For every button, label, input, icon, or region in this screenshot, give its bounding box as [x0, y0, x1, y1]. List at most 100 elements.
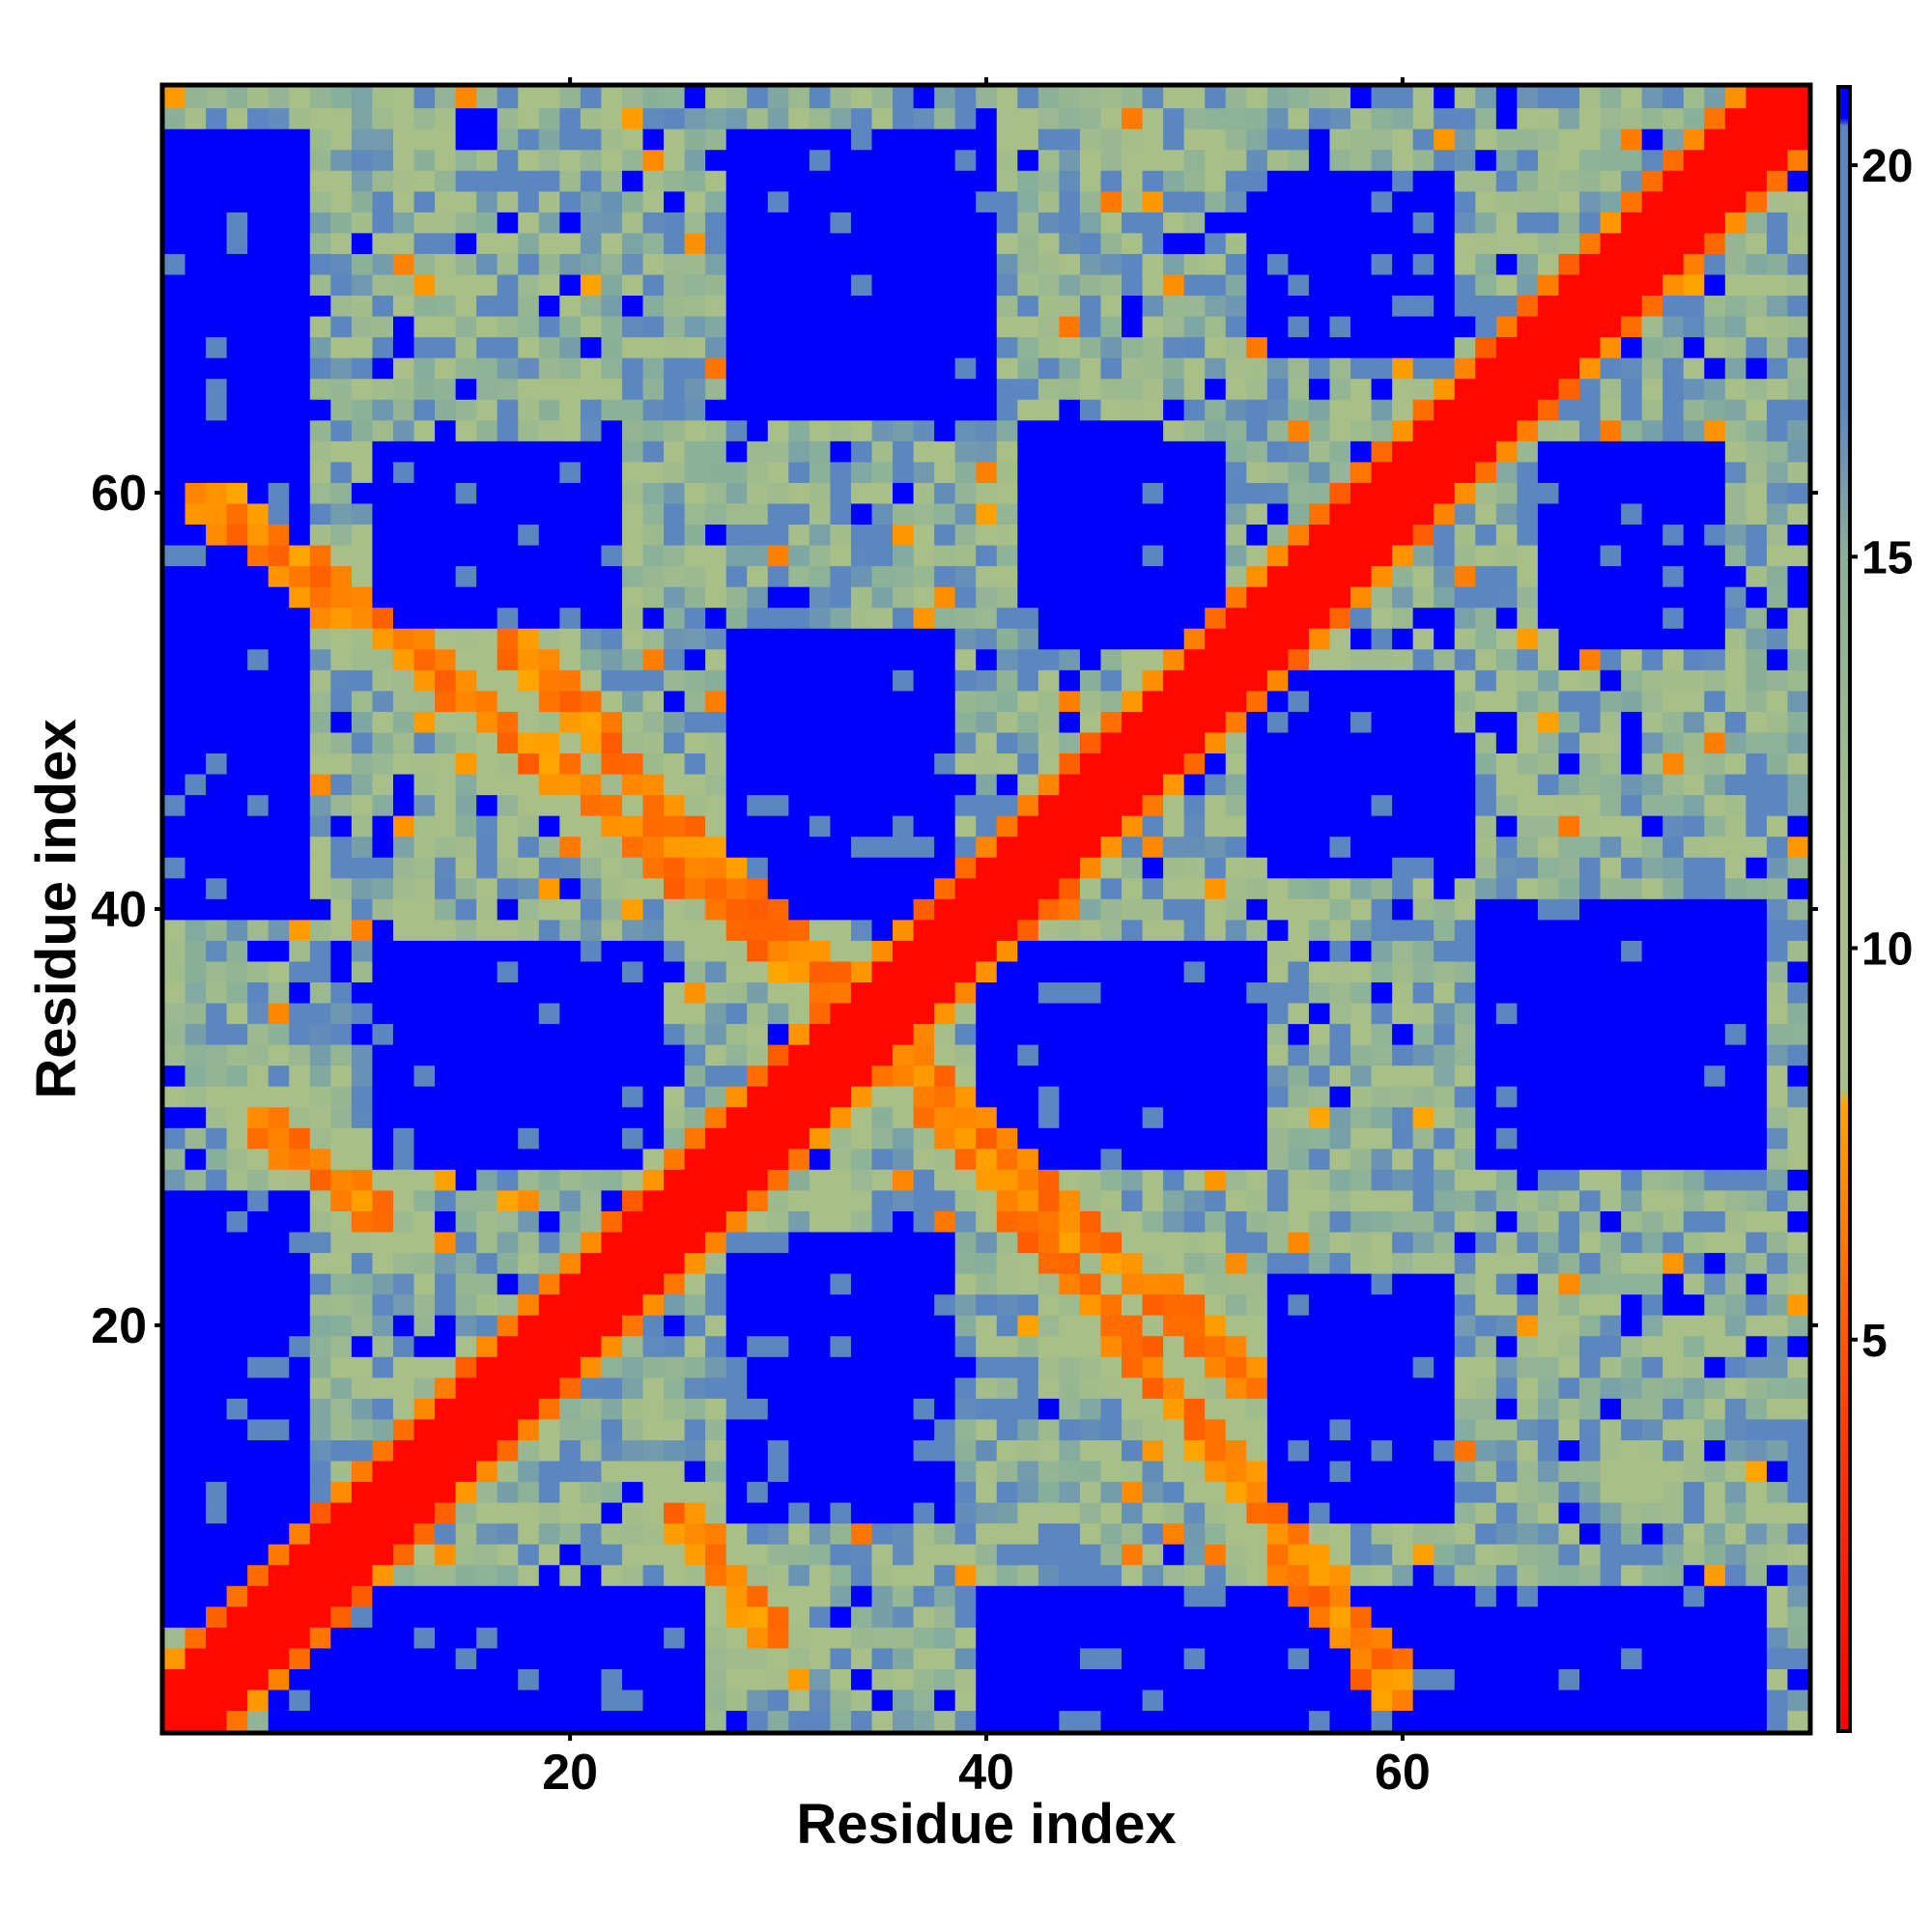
heatmap-cell — [1079, 898, 1102, 921]
heatmap-cell — [1225, 1356, 1247, 1378]
heatmap-cell — [830, 1252, 852, 1274]
heatmap-cell — [309, 1647, 331, 1669]
heatmap-cell — [1122, 544, 1144, 567]
heatmap-cell — [455, 1086, 477, 1108]
heatmap-cell — [435, 1210, 457, 1233]
heatmap-cell — [1246, 399, 1268, 421]
heatmap-cell — [1308, 940, 1331, 962]
heatmap-cell — [1100, 419, 1122, 441]
heatmap-cell — [1205, 170, 1227, 192]
heatmap-cell — [767, 1086, 789, 1108]
heatmap-cell — [497, 1065, 519, 1087]
heatmap-cell — [1163, 232, 1185, 254]
heatmap-cell — [1350, 919, 1373, 941]
heatmap-cell — [206, 1439, 228, 1462]
heatmap-cell — [642, 461, 665, 483]
heatmap-cell — [1392, 1210, 1414, 1233]
heatmap-cell — [830, 336, 852, 358]
heatmap-cell — [809, 648, 832, 670]
heatmap-cell — [185, 1044, 207, 1066]
heatmap-cell — [1183, 378, 1206, 400]
heatmap-cell — [497, 1231, 519, 1254]
heatmap-cell — [351, 1231, 374, 1254]
heatmap-cell — [1454, 669, 1476, 692]
heatmap-cell — [1122, 128, 1144, 151]
heatmap-cell — [1079, 461, 1102, 483]
heatmap-cell — [372, 1460, 394, 1483]
heatmap-cell — [1308, 170, 1331, 192]
heatmap-cell — [601, 1356, 623, 1378]
heatmap-cell — [206, 378, 228, 400]
heatmap-cell — [289, 628, 311, 650]
heatmap-cell — [1454, 128, 1476, 151]
heatmap-cell — [497, 128, 519, 151]
heatmap-cell — [1329, 1127, 1351, 1150]
heatmap-cell — [1142, 1189, 1164, 1211]
heatmap-cell — [725, 1127, 748, 1150]
heatmap-cell — [164, 1044, 186, 1066]
heatmap-cell — [435, 731, 457, 754]
heatmap-cell — [1205, 315, 1227, 338]
heatmap-cell — [934, 107, 956, 129]
heatmap-cell — [268, 586, 290, 609]
heatmap-cell — [1350, 607, 1373, 629]
heatmap-cell — [601, 960, 623, 982]
heatmap-cell — [1183, 1293, 1206, 1316]
heatmap-cell — [392, 1127, 415, 1150]
heatmap-cell — [164, 815, 186, 838]
heatmap-cell — [518, 1086, 540, 1108]
heatmap-cell — [1434, 1668, 1456, 1690]
heatmap-cell — [601, 794, 623, 816]
heatmap-cell — [850, 1689, 873, 1712]
heatmap-cell — [185, 628, 207, 650]
heatmap-cell — [913, 1169, 935, 1191]
heatmap-cell — [850, 877, 873, 899]
heatmap-cell — [1392, 1377, 1414, 1399]
heatmap-cell — [1225, 170, 1247, 192]
heatmap-cell — [1163, 1481, 1185, 1503]
heatmap-cell — [289, 1668, 311, 1690]
heatmap-cell — [247, 1585, 270, 1607]
heatmap-cell — [164, 128, 186, 151]
heatmap-cell — [1350, 1710, 1373, 1732]
heatmap-cell — [497, 857, 519, 879]
heatmap-cell — [1371, 273, 1393, 297]
heatmap-cell — [747, 1273, 769, 1295]
heatmap-cell — [1392, 482, 1414, 504]
heatmap-cell — [850, 731, 873, 754]
heatmap-cell — [518, 315, 540, 338]
heatmap-cell — [1059, 149, 1081, 171]
heatmap-cell — [1079, 357, 1102, 380]
heatmap-cell — [1122, 731, 1144, 754]
heatmap-cell — [518, 1502, 540, 1524]
heatmap-cell — [621, 544, 644, 567]
heatmap-cell — [559, 565, 582, 587]
heatmap-cell — [767, 1418, 789, 1440]
heatmap-cell — [1434, 1210, 1456, 1233]
heatmap-cell — [1308, 190, 1331, 213]
heatmap-cell — [1163, 1605, 1185, 1628]
heatmap-cell — [767, 773, 789, 796]
heatmap-cell — [330, 1418, 353, 1440]
heatmap-cell — [1350, 170, 1373, 192]
heatmap-cell — [1454, 544, 1476, 567]
heatmap-cell — [1412, 648, 1435, 670]
heatmap-cell — [1246, 1335, 1268, 1357]
heatmap-cell — [1037, 565, 1060, 587]
heatmap-cell — [1183, 857, 1206, 879]
heatmap-cell — [330, 295, 353, 317]
heatmap-cell — [642, 253, 665, 275]
heatmap-cell — [788, 128, 810, 151]
heatmap-cell — [809, 877, 832, 899]
heatmap-cell — [1163, 1315, 1185, 1337]
heatmap-cell — [497, 1044, 519, 1066]
heatmap-cell — [1142, 836, 1164, 858]
heatmap-cell — [538, 1335, 560, 1357]
heatmap-cell — [268, 461, 290, 483]
heatmap-cell — [1246, 1585, 1268, 1607]
heatmap-cell — [226, 1127, 248, 1150]
heatmap-cell — [455, 440, 477, 463]
heatmap-cell — [1017, 711, 1039, 733]
heatmap-cell — [1037, 107, 1060, 129]
heatmap-cell — [850, 690, 873, 712]
